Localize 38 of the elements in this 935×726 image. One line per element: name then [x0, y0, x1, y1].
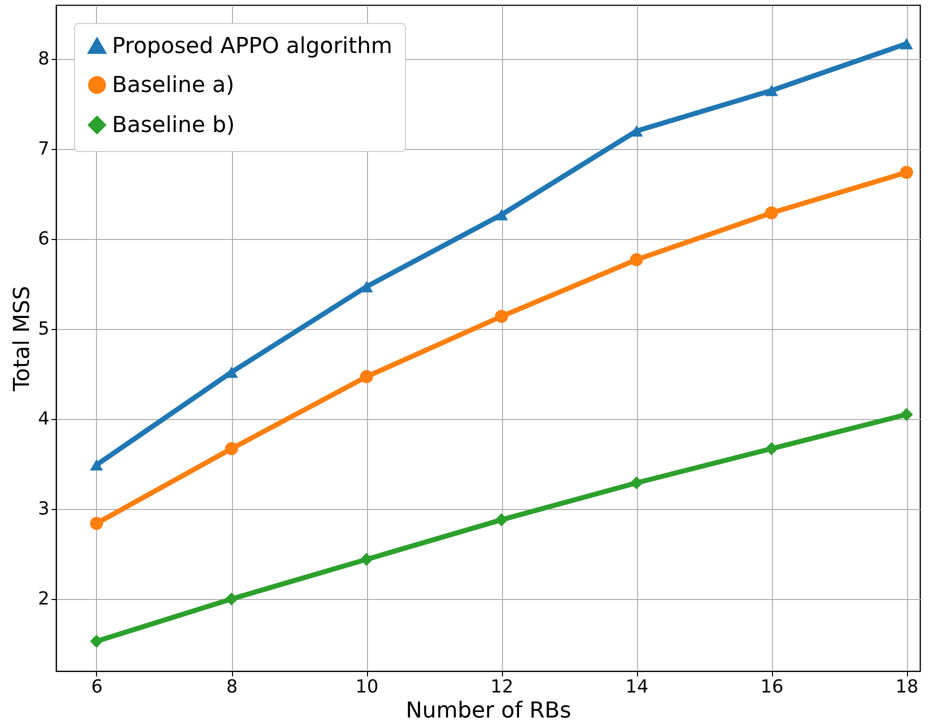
point	[494, 209, 508, 220]
x-tick-label: 10	[356, 676, 378, 698]
x-tick-label: 16	[760, 676, 784, 698]
x-tick-label: 14	[626, 676, 648, 698]
x-tick-label: 6	[91, 676, 103, 698]
legend-label: Baseline a)	[112, 73, 234, 98]
point	[764, 206, 778, 220]
point	[900, 408, 914, 422]
point	[764, 84, 778, 96]
point	[360, 370, 374, 384]
y-tick-label: 2	[38, 588, 50, 610]
x-tick-label: 18	[896, 676, 918, 698]
point	[224, 592, 238, 606]
legend-label: Proposed APPO algorithm	[112, 34, 392, 59]
y-tick-label: 8	[38, 48, 50, 70]
point	[900, 38, 914, 50]
y-tick-label: 5	[38, 318, 50, 340]
x-tick-label: 8	[226, 676, 238, 698]
point	[360, 552, 374, 566]
point	[90, 516, 104, 530]
point	[764, 442, 778, 456]
point	[90, 634, 104, 648]
y-axis-title: Total MSS	[10, 286, 36, 392]
y-tick-label: 7	[38, 138, 50, 160]
y-tick-label: 6	[38, 228, 50, 250]
point	[630, 476, 644, 490]
point	[900, 166, 914, 179]
point	[494, 310, 508, 323]
point	[494, 513, 508, 526]
legend-label: Baseline b)	[112, 113, 235, 138]
point	[90, 459, 104, 471]
point	[630, 253, 644, 266]
x-axis-title: Number of RBs	[406, 698, 572, 724]
y-tick-label: 3	[38, 498, 50, 520]
point	[224, 442, 238, 456]
point	[630, 125, 644, 137]
x-tick-label: 12	[490, 676, 514, 698]
y-tick-label: 4	[38, 408, 50, 430]
